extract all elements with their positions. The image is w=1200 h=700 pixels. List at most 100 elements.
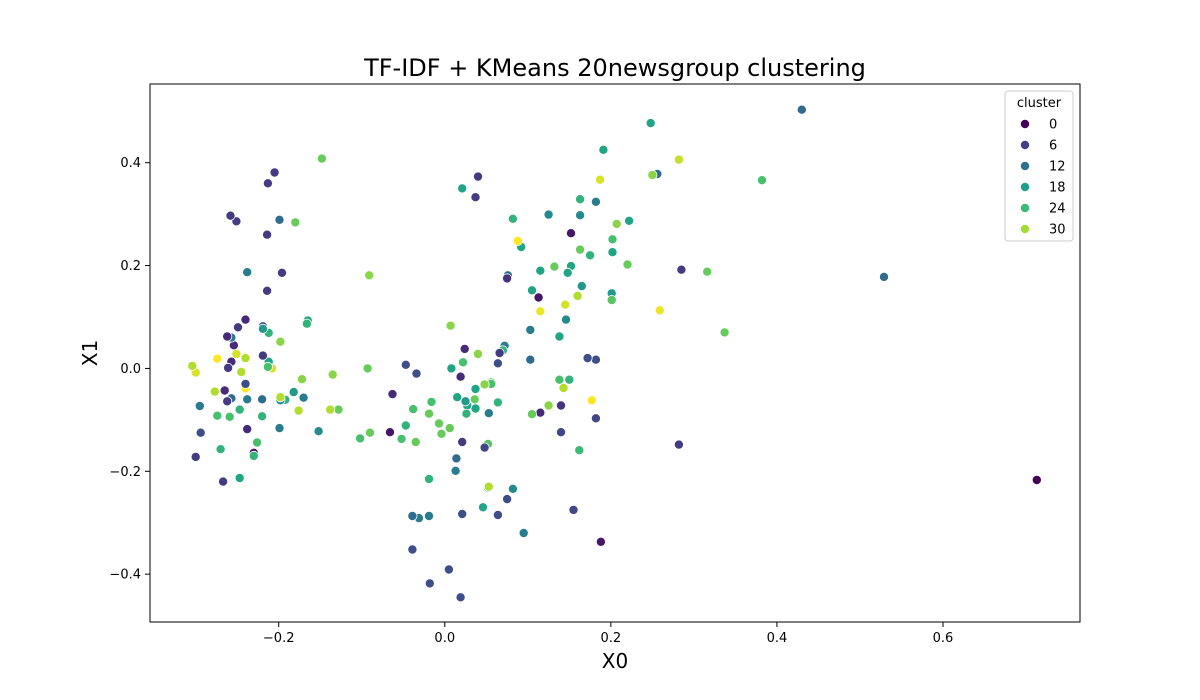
data-point — [533, 292, 544, 303]
data-point — [558, 382, 569, 393]
data-point — [1031, 474, 1042, 485]
data-point — [411, 368, 422, 379]
data-point — [257, 323, 268, 334]
data-point — [232, 322, 243, 333]
data-point — [275, 336, 286, 347]
data-point — [274, 423, 285, 434]
data-point — [527, 285, 538, 296]
data-point — [645, 118, 656, 129]
plot-frame — [149, 83, 1081, 623]
data-point — [543, 209, 554, 220]
data-point — [257, 394, 268, 405]
data-point — [225, 210, 236, 221]
data-point — [554, 331, 565, 342]
data-point — [387, 389, 398, 400]
data-point — [333, 404, 344, 415]
x-tick-label: −0.2 — [263, 631, 295, 646]
data-point — [452, 392, 463, 403]
data-point — [879, 271, 890, 282]
legend-label: 0 — [1049, 118, 1057, 133]
data-point — [590, 196, 601, 207]
data-point — [676, 264, 687, 275]
y-tick-label: 0.4 — [120, 156, 141, 171]
y-tick-label: 0.2 — [120, 259, 141, 274]
data-point — [276, 267, 287, 278]
data-point — [400, 420, 411, 431]
data-point — [564, 374, 575, 385]
data-point — [316, 153, 327, 164]
data-point — [407, 510, 418, 521]
data-point — [796, 104, 807, 115]
data-point — [556, 427, 567, 438]
data-point — [607, 247, 618, 258]
data-point — [457, 436, 468, 447]
data-point — [224, 411, 235, 422]
data-point — [457, 508, 468, 519]
data-point — [595, 536, 606, 547]
data-point — [222, 396, 233, 407]
data-point — [702, 266, 713, 277]
legend-marker — [1020, 160, 1031, 171]
data-point — [262, 285, 273, 296]
data-point — [525, 324, 536, 335]
data-point — [470, 403, 481, 414]
data-point — [355, 433, 366, 444]
data-point — [568, 504, 579, 515]
data-point — [234, 404, 245, 415]
data-point — [262, 229, 273, 240]
data-point — [719, 327, 730, 338]
data-point — [400, 359, 411, 370]
legend-label: 12 — [1049, 160, 1066, 175]
data-point — [396, 433, 407, 444]
data-point — [507, 213, 518, 224]
data-point — [423, 408, 434, 419]
data-point — [455, 592, 466, 603]
points-layer — [187, 104, 1042, 603]
data-point — [423, 473, 434, 484]
data-point — [561, 314, 572, 325]
data-point — [470, 383, 481, 394]
legend-marker — [1020, 181, 1031, 192]
data-point — [585, 250, 596, 261]
data-point — [446, 363, 457, 374]
data-point — [460, 396, 471, 407]
legend-marker — [1020, 139, 1031, 150]
data-point — [219, 385, 230, 396]
data-point — [479, 442, 490, 453]
data-point — [562, 267, 573, 278]
data-point — [269, 167, 280, 178]
y-tick-label: 0.0 — [120, 362, 141, 377]
data-point — [313, 426, 324, 437]
data-point — [240, 314, 251, 325]
legend-label: 24 — [1049, 202, 1066, 217]
data-point — [290, 217, 301, 228]
legend-entries: 0 6 12 18 24 30 — [1020, 118, 1066, 238]
data-point — [472, 348, 483, 359]
data-point — [457, 183, 468, 194]
data-point — [223, 362, 234, 373]
data-point — [527, 409, 538, 420]
data-point — [257, 350, 268, 361]
x-axis: −0.2 0.0 0.2 0.4 0.6 — [263, 622, 953, 646]
data-point — [194, 400, 205, 411]
data-point — [494, 347, 505, 358]
data-point — [590, 354, 601, 365]
data-point — [459, 343, 470, 354]
x-tick-label: 0.2 — [601, 631, 622, 646]
data-point — [248, 450, 259, 461]
data-point — [598, 144, 609, 155]
data-point — [408, 404, 419, 415]
data-point — [212, 410, 223, 421]
y-tick-label: −0.4 — [109, 568, 141, 583]
legend-title: cluster — [1017, 96, 1062, 111]
data-point — [364, 270, 375, 281]
data-point — [327, 369, 338, 380]
data-point — [275, 392, 286, 403]
data-point — [469, 394, 480, 405]
data-point — [445, 320, 456, 331]
data-point — [364, 427, 375, 438]
data-point — [502, 494, 513, 505]
data-point — [461, 408, 472, 419]
data-point — [492, 397, 503, 408]
data-point — [574, 445, 585, 456]
